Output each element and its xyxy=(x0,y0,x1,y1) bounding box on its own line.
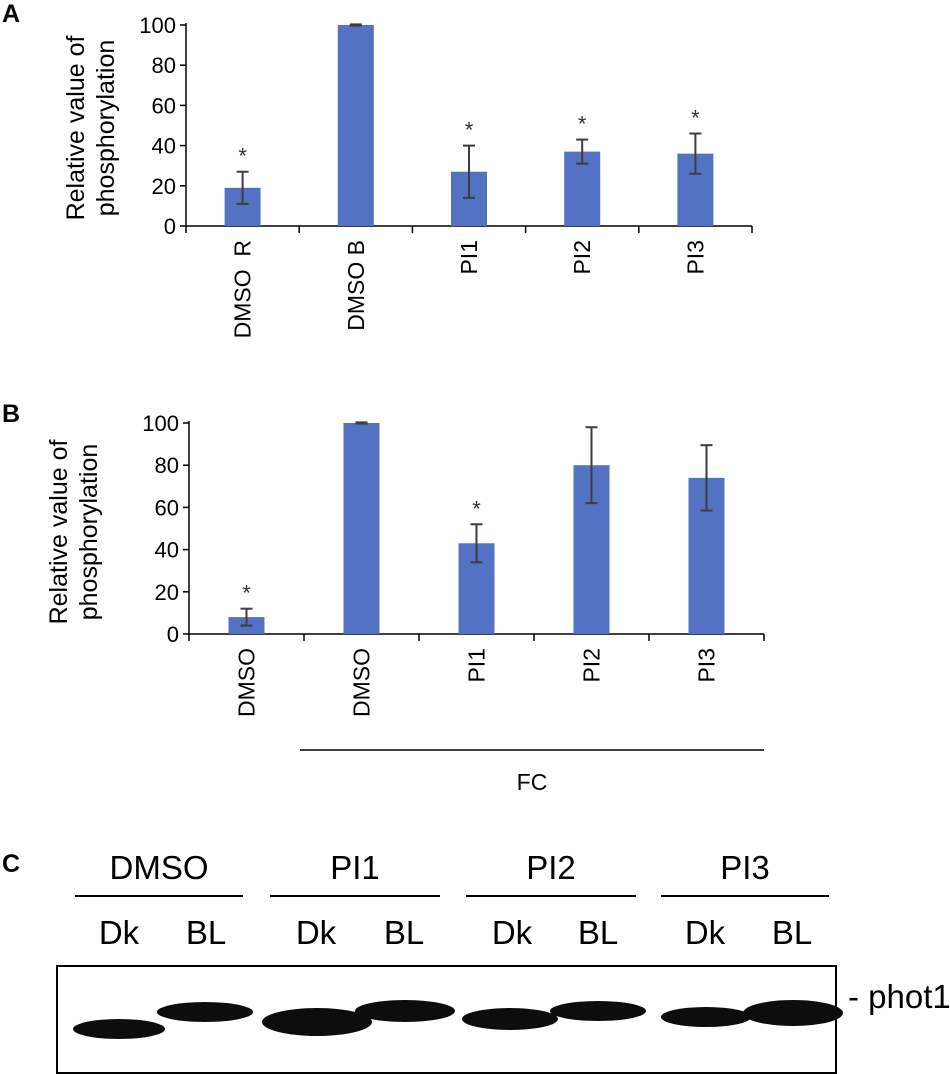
panel-a-category-label-4: PI3 xyxy=(682,240,708,275)
panel-a-ytick-label: 60 xyxy=(152,93,176,118)
blot-lane-label-2: Dk xyxy=(296,914,337,951)
blot-band-1 xyxy=(157,1002,253,1022)
panel-b-category-label-2: PI1 xyxy=(464,648,490,683)
panel-b-ytick-label: 60 xyxy=(155,495,179,520)
blot-bands xyxy=(73,1000,843,1039)
blot-lane-label-5: BL xyxy=(578,914,618,951)
panel-b-letter: B xyxy=(2,400,20,428)
panel-a-ytick-label: 100 xyxy=(139,13,176,38)
panel-b-significance-2: * xyxy=(472,496,481,521)
panel-a-significance-3: * xyxy=(578,112,587,137)
panel-a-category-label-0: DMSO R xyxy=(230,240,256,338)
panel-a-significance-4: * xyxy=(691,106,700,131)
blot-lane-label-0: Dk xyxy=(99,914,140,951)
blot-band-7 xyxy=(743,1000,843,1026)
panel-b-ytick-label: 0 xyxy=(167,622,179,647)
blot-band-6 xyxy=(661,1007,751,1027)
panel-a-ylabel-line2: phosphorylation xyxy=(92,40,120,217)
blot-groups: DMSO PI1 PI2 PI3 xyxy=(75,849,829,897)
blot-group-label-0: DMSO xyxy=(110,849,209,886)
panel-a-ytick-label: 0 xyxy=(164,214,176,239)
panel-b-chart: 0 20 40 60 80 100 * DMSO DMSO * PI1 PI2 PI3 xyxy=(142,411,765,717)
blot-group-label-1: PI1 xyxy=(330,849,380,886)
panel-a-ytick-label: 20 xyxy=(152,174,176,199)
panel-a-bar-1 xyxy=(337,25,374,226)
panel-b-bar-1 xyxy=(343,423,380,634)
panel-b-significance-0: * xyxy=(242,581,251,606)
panel-b-ylabel-line1: Relative value of xyxy=(45,440,73,625)
blot-band-3 xyxy=(355,1000,455,1022)
blot-group-label-2: PI2 xyxy=(526,849,576,886)
panel-a-significance-2: * xyxy=(465,118,474,143)
blot-lane-label-3: BL xyxy=(384,914,424,951)
blot-band-2 xyxy=(262,1008,372,1036)
panel-b-category-label-0: DMSO xyxy=(234,648,260,717)
blot-group-label-3: PI3 xyxy=(720,849,770,886)
panel-a-significance-0: * xyxy=(238,144,247,169)
panel-a-letter: A xyxy=(2,0,20,28)
blot-band-4 xyxy=(462,1008,558,1030)
band-label: - phot1 xyxy=(848,978,950,1015)
panel-a-category-label-3: PI2 xyxy=(569,240,595,275)
panel-b-ytick-label: 20 xyxy=(155,580,179,605)
panel-c-letter: C xyxy=(2,850,20,878)
panel-b-ytick-label: 80 xyxy=(155,453,179,478)
blot-band-5 xyxy=(550,1001,646,1021)
panel-b-category-label-1: DMSO xyxy=(349,648,375,717)
panel-b-ytick-label: 100 xyxy=(142,411,179,436)
blot-band-0 xyxy=(73,1019,165,1039)
panel-a-ytick-label: 80 xyxy=(152,53,176,78)
panel-b-category-label-3: PI2 xyxy=(579,648,605,683)
panel-b-category-label-4: PI3 xyxy=(694,648,720,683)
blot-lane-label-7: BL xyxy=(772,914,812,951)
blot-lane-label-4: Dk xyxy=(492,914,533,951)
panel-a-category-label-2: PI1 xyxy=(456,240,482,275)
blot-lane-label-1: BL xyxy=(186,914,226,951)
panel-a-chart: 0 20 40 60 80 100 * DMSO R DMSO B * PI1 * PI2 * PI3 xyxy=(139,13,753,338)
fc-group-label: FC xyxy=(517,769,548,795)
panel-a-ylabel-line1: Relative value of xyxy=(62,36,90,221)
blot-lane-labels: Dk BL Dk BL Dk BL Dk BL xyxy=(99,914,812,951)
panel-b-ytick-label: 40 xyxy=(155,538,179,563)
panel-a-ytick-label: 40 xyxy=(152,134,176,159)
panel-a-category-label-1: DMSO B xyxy=(343,240,369,331)
panel-b-ylabel-line2: phosphorylation xyxy=(75,444,103,621)
blot-lane-label-6: Dk xyxy=(685,914,726,951)
